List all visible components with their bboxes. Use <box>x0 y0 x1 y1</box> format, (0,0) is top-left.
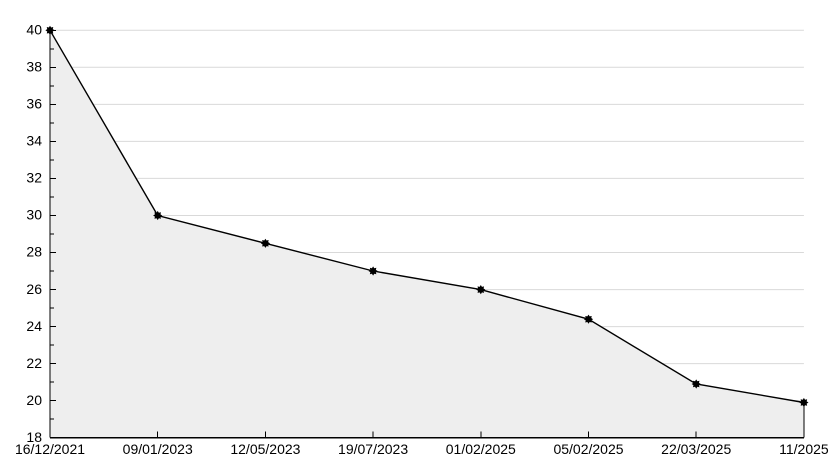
svg-text:19/07/2023: 19/07/2023 <box>338 441 408 457</box>
svg-text:38: 38 <box>26 59 42 75</box>
svg-text:30: 30 <box>26 207 42 223</box>
svg-text:28: 28 <box>26 244 42 260</box>
svg-text:20: 20 <box>26 392 42 408</box>
svg-text:24: 24 <box>26 318 42 334</box>
svg-text:26: 26 <box>26 281 42 297</box>
svg-text:16/12/2021: 16/12/2021 <box>15 441 85 457</box>
svg-text:32: 32 <box>26 170 42 186</box>
svg-text:40: 40 <box>26 22 42 38</box>
svg-text:34: 34 <box>26 133 42 149</box>
svg-text:09/01/2023: 09/01/2023 <box>123 441 193 457</box>
svg-text:05/02/2025: 05/02/2025 <box>553 441 623 457</box>
svg-text:36: 36 <box>26 96 42 112</box>
svg-text:12/05/2023: 12/05/2023 <box>230 441 300 457</box>
svg-text:11/2025: 11/2025 <box>779 441 829 457</box>
svg-text:22/03/2025: 22/03/2025 <box>661 441 731 457</box>
svg-text:22: 22 <box>26 355 42 371</box>
svg-text:01/02/2025: 01/02/2025 <box>446 441 516 457</box>
